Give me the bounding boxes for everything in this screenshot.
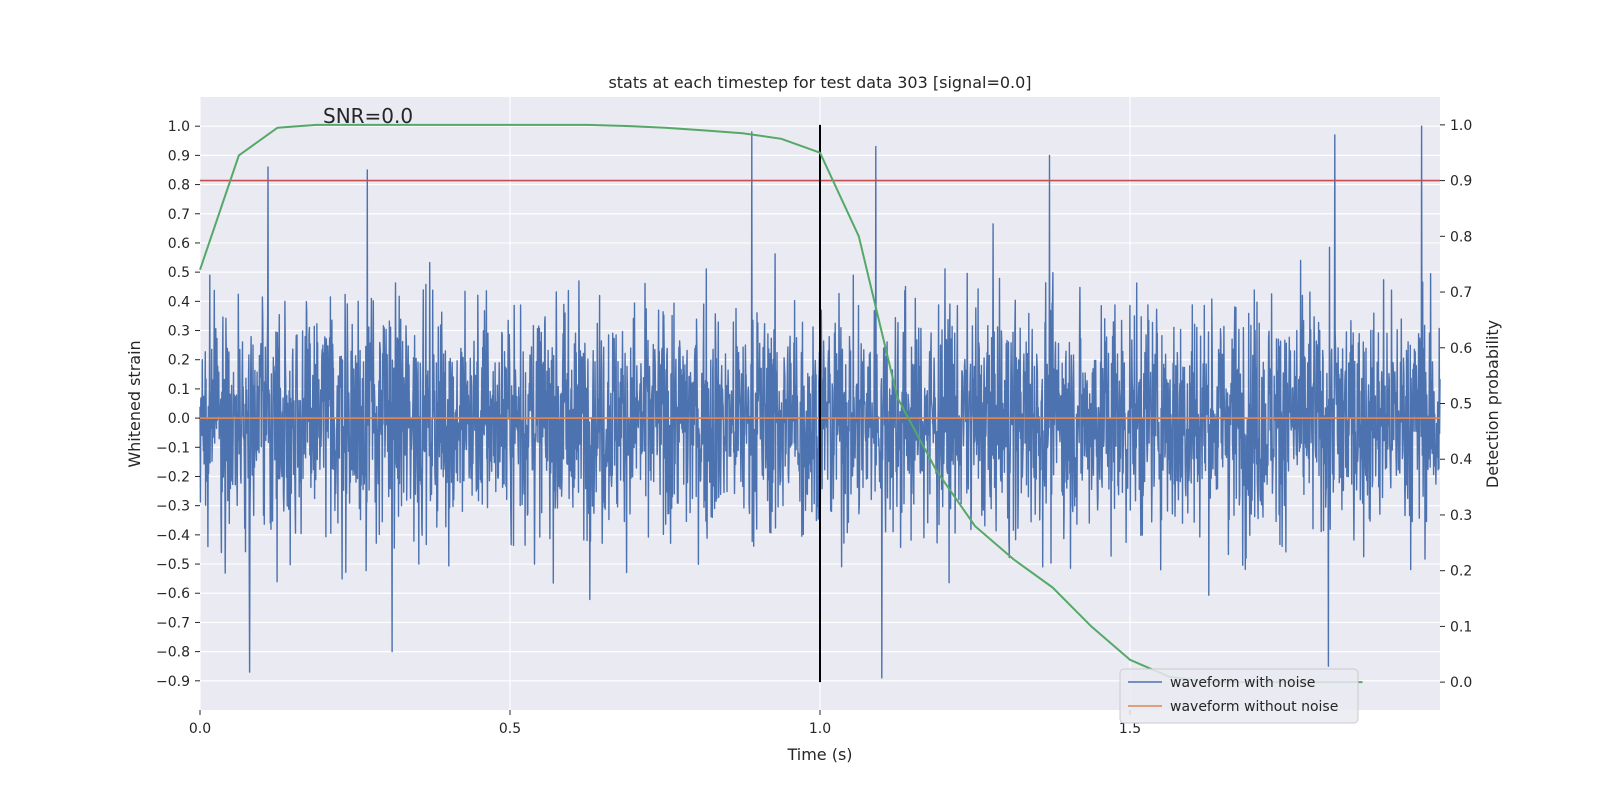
y2-tick-label: 0.3: [1450, 508, 1472, 524]
x-tick-label: 1.0: [809, 721, 831, 737]
right-axis-ticks: 1.0 0.9 0.8 0.7 0.6 0.5 0.4 0.3 0.2 0.1 0.0: [1440, 118, 1472, 691]
y-tick-label: 0.9: [168, 148, 190, 164]
y-tick-label: 0.5: [168, 265, 190, 281]
left-axis-ticks: 1.0 0.9 0.8 0.7 0.6 0.5 0.4 0.3 0.2 0.1 0.0 −0.1 −0.…: [156, 119, 200, 690]
y-tick-label: −0.3: [156, 499, 190, 515]
legend: waveform with noise waveform without noi…: [1119, 668, 1359, 724]
y2-tick-label: 1.0: [1450, 118, 1472, 134]
y2-tick-label: 0.0: [1450, 675, 1472, 691]
y-tick-label: −0.1: [156, 440, 190, 456]
y-tick-label: −0.5: [156, 557, 190, 573]
x-tick-label: 0.5: [499, 721, 521, 737]
legend-box: [1119, 668, 1359, 724]
y-tick-label: 0.4: [168, 294, 190, 310]
y-tick-label: −0.9: [156, 674, 190, 690]
y-tick-label: 0.3: [168, 324, 190, 340]
y2-tick-label: 0.2: [1450, 564, 1472, 580]
y2-tick-label: 0.9: [1450, 174, 1472, 190]
y-tick-label: 0.6: [168, 236, 190, 252]
y-tick-label: 0.0: [168, 411, 190, 427]
chart-title: stats at each timestep for test data 303…: [608, 73, 1031, 92]
y2-tick-label: 0.4: [1450, 452, 1472, 468]
y2-tick-label: 0.5: [1450, 397, 1472, 413]
x-tick-label: 1.5: [1119, 721, 1141, 737]
x-axis-ticks: 0.0 0.5 1.0 1.5: [189, 710, 1141, 737]
y-tick-label: −0.8: [156, 645, 190, 661]
x-tick-label: 0.0: [189, 721, 211, 737]
x-axis-title: Time (s): [786, 745, 852, 764]
y2-tick-label: 0.6: [1450, 341, 1472, 357]
legend-label-noise: waveform with noise: [1170, 675, 1315, 691]
y-tick-label: 0.1: [168, 382, 190, 398]
y-tick-label: 0.7: [168, 207, 190, 223]
y2-tick-label: 0.1: [1450, 619, 1472, 635]
y-tick-label: −0.2: [156, 469, 190, 485]
y2-tick-label: 0.7: [1450, 285, 1472, 301]
y-tick-label: 1.0: [168, 119, 190, 135]
y-axis-title: Whitened strain: [125, 340, 144, 467]
snr-annotation: SNR=0.0: [323, 104, 413, 128]
y2-tick-label: 0.8: [1450, 229, 1472, 245]
series-layer: [199, 123, 1441, 684]
legend-label-clean: waveform without noise: [1170, 699, 1338, 715]
y-tick-label: −0.6: [156, 586, 190, 602]
y-tick-label: −0.4: [156, 528, 190, 544]
y2-axis-title: Detection probability: [1483, 320, 1502, 488]
y-tick-label: 0.8: [168, 178, 190, 194]
y-tick-label: −0.7: [156, 615, 190, 631]
y-tick-label: 0.2: [168, 353, 190, 369]
